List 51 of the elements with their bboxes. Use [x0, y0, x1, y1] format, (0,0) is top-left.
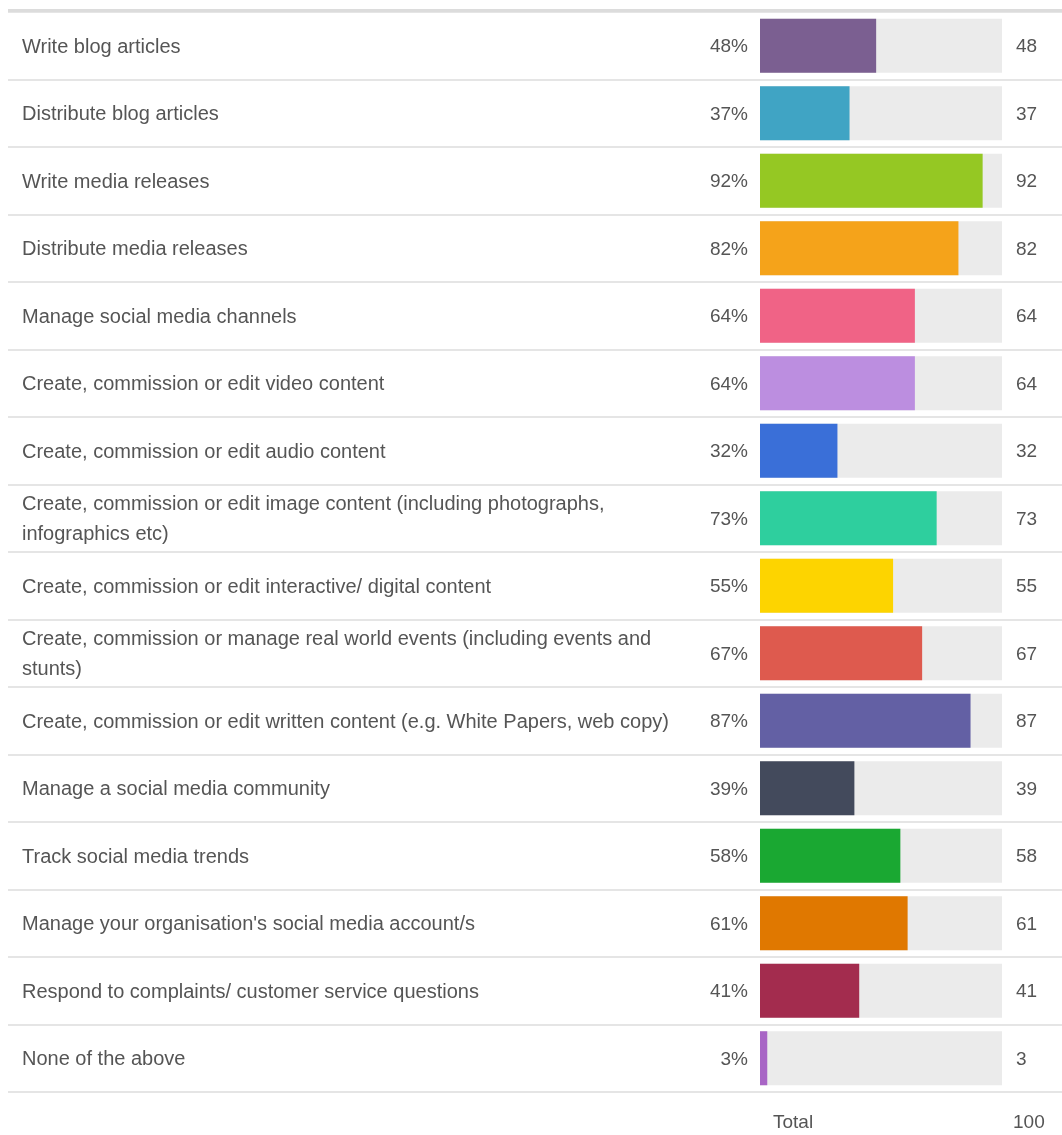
data-label: 37% [709, 102, 749, 124]
text: 92 [1016, 170, 1038, 192]
data-label: 92% [709, 170, 749, 192]
y-tick-label: Track social media trends [22, 844, 250, 867]
data-label: 48% [709, 35, 749, 57]
y-tick-label: Respond to complaints/ customer service questions [22, 979, 479, 1002]
text: 82 [1016, 237, 1038, 259]
text: 3 [1016, 1047, 1027, 1069]
text: Total [773, 1111, 814, 1132]
text: 64 [1016, 305, 1038, 327]
text: 61 [1016, 912, 1038, 934]
data-label: 39% [709, 777, 749, 799]
data-label: 64% [709, 305, 749, 327]
text: 64 [1016, 372, 1038, 394]
data-label: 41% [709, 980, 749, 1002]
data-label: 87% [709, 710, 749, 732]
data-label: 73% [709, 507, 749, 529]
data-label: 58% [709, 845, 749, 867]
y-tick-label: Manage a social media community [22, 777, 330, 800]
text: 41 [1016, 980, 1038, 1002]
data-label: 67% [709, 642, 749, 664]
y-tick-label: Create, commission or edit audio content [22, 439, 386, 462]
text: 87 [1016, 710, 1038, 732]
bar [760, 1031, 768, 1086]
data-label: 32% [709, 440, 749, 462]
text: 48 [1016, 35, 1038, 57]
y-tick-label: Create, commission or edit video content [22, 372, 385, 395]
data-label: 64% [709, 372, 749, 394]
text: 37 [1016, 102, 1038, 124]
data-label: 55% [709, 575, 749, 597]
y-tick-label: Create, commission or manage real world events (including events and stunts) [22, 627, 657, 680]
text: 32 [1016, 440, 1038, 462]
data-label: 3% [720, 1047, 749, 1069]
y-tick-label: Distribute media releases [22, 237, 248, 260]
text: 58 [1016, 845, 1038, 867]
data-label: 82% [709, 237, 749, 259]
text: 67 [1016, 642, 1038, 664]
y-tick-label: Create, commission or edit image content (including photographs, infographics etc) [22, 492, 611, 545]
text: 55 [1016, 575, 1038, 597]
data-label: 61% [709, 912, 749, 934]
y-tick-label: Create, commission or edit written content (e.g. White Papers, web copy) [22, 709, 669, 732]
text: 39 [1016, 777, 1038, 799]
y-tick-label: Manage social media channels [22, 304, 297, 327]
y-tick-label: Manage your organisation's social media account/s [22, 912, 475, 935]
text: 100 [1013, 1111, 1045, 1132]
y-tick-label: None of the above [22, 1047, 186, 1070]
y-tick-label: Write media releases [22, 169, 210, 192]
y-tick-label: Create, commission or edit interactive/ digital content [22, 574, 492, 597]
text: 73 [1016, 507, 1038, 529]
y-tick-label: Write blog articles [22, 34, 181, 57]
y-tick-label: Distribute blog articles [22, 102, 219, 125]
